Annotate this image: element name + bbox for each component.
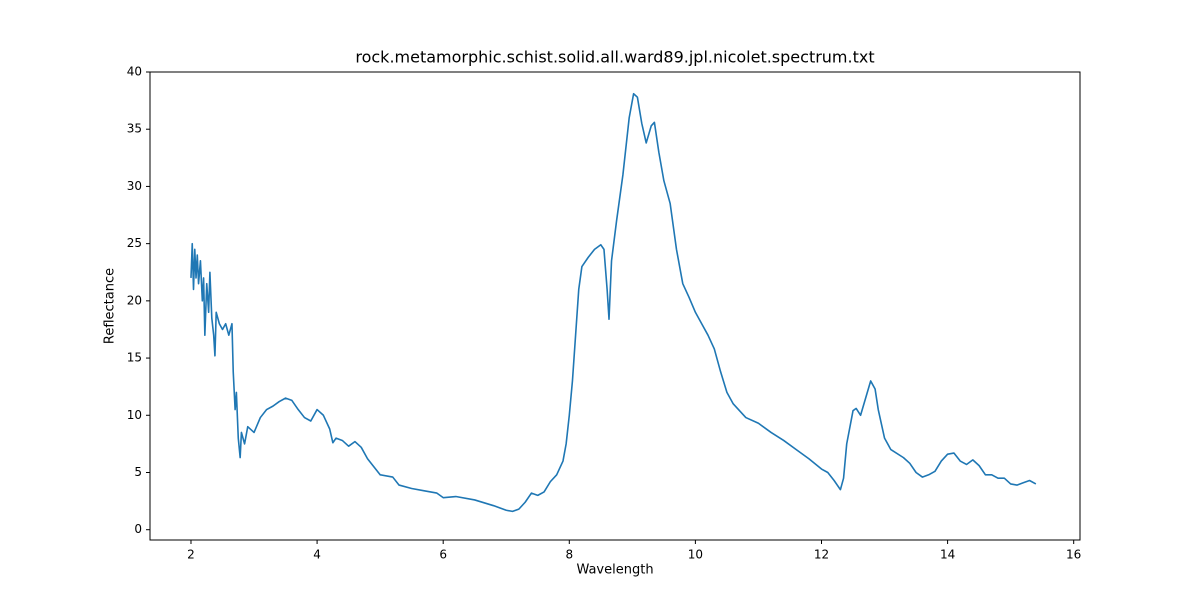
- y-tick-label: 35: [127, 122, 142, 136]
- x-tick-label: 10: [688, 548, 703, 562]
- y-axis-label: Reflectance: [103, 268, 118, 344]
- y-tick-label: 20: [127, 293, 142, 307]
- y-tick-label: 40: [127, 65, 142, 79]
- plot-frame: [149, 71, 1081, 541]
- y-tick-label: 0: [134, 522, 142, 536]
- y-tick-label: 10: [127, 408, 142, 422]
- y-tick-label: 5: [134, 465, 142, 479]
- x-tick-label: 8: [565, 548, 573, 562]
- x-tick-label: 12: [814, 548, 829, 562]
- data-line: [190, 92, 1037, 513]
- chart-title: rock.metamorphic.schist.solid.all.ward89…: [355, 48, 874, 67]
- x-tick-label: 14: [940, 548, 955, 562]
- x-axis-label: Wavelength: [576, 563, 653, 578]
- x-tick-label: 16: [1066, 548, 1081, 562]
- y-tick-label: 25: [127, 236, 142, 250]
- x-tick-label: 6: [439, 548, 447, 562]
- y-tick-label: 15: [127, 351, 142, 365]
- x-tick-label: 4: [313, 548, 321, 562]
- x-tick-label: 2: [187, 548, 195, 562]
- y-tick-label: 30: [127, 179, 142, 193]
